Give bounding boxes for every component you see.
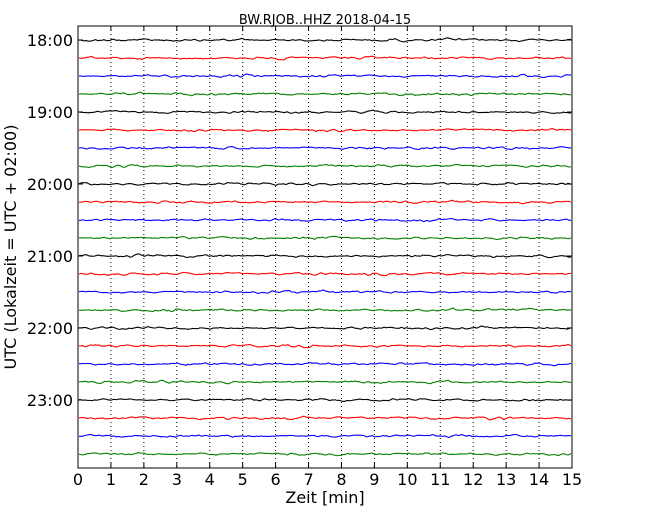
trace-19:45 — [78, 163, 572, 169]
trace-18:45 — [79, 91, 572, 97]
trace-20:15 — [78, 199, 572, 205]
trace-21:30 — [78, 289, 572, 295]
plot-frame — [77, 25, 573, 469]
trace-20:30 — [78, 218, 572, 223]
trace-21:15 — [78, 271, 572, 277]
x-tick-label: 0 — [73, 470, 83, 489]
x-tick-label: 2 — [139, 470, 149, 489]
x-tick-label: 5 — [238, 470, 248, 489]
trace-20:00 — [78, 181, 572, 187]
trace-19:15 — [78, 128, 572, 133]
x-axis-label: Zeit [min] — [285, 488, 364, 507]
trace-20:45 — [78, 235, 572, 241]
x-tick-label: 3 — [172, 470, 182, 489]
trace-21:45 — [78, 307, 572, 313]
chart-title: BW.RJOB..HHZ 2018-04-15 — [239, 13, 411, 28]
trace-21:00 — [78, 253, 572, 259]
trace-23:15 — [78, 415, 572, 421]
x-tick-label: 10 — [397, 470, 417, 489]
trace-23:00 — [78, 398, 572, 402]
y-tick-label: 23:00 — [27, 391, 73, 410]
trace-22:45 — [78, 379, 572, 385]
y-axis-label: UTC (Lokalzeit = UTC + 02:00) — [1, 125, 20, 370]
trace-23:30 — [78, 433, 572, 439]
trace-19:00 — [79, 109, 572, 114]
seismic-traces — [78, 37, 572, 457]
y-tick-label: 18:00 — [27, 31, 73, 50]
trace-23:45 — [78, 452, 572, 457]
x-ticks: 0 1 2 3 4 5 6 7 8 9 10 11 12 13 14 15 — [73, 26, 582, 489]
x-tick-label: 7 — [303, 470, 313, 489]
x-tick-label: 8 — [336, 470, 346, 489]
x-gridlines — [110, 26, 540, 468]
trace-18:30 — [78, 73, 572, 79]
trace-22:15 — [78, 343, 572, 349]
trace-22:30 — [78, 362, 572, 367]
x-tick-label: 15 — [562, 470, 582, 489]
x-tick-label: 6 — [271, 470, 281, 489]
y-tick-label: 20:00 — [27, 175, 73, 194]
y-ticks: 18:00 19:00 20:00 21:00 22:00 23:00 — [27, 31, 572, 410]
x-tick-label: 1 — [106, 470, 116, 489]
x-tick-label: 13 — [496, 470, 516, 489]
trace-22:00 — [78, 325, 572, 331]
x-tick-label: 12 — [463, 470, 483, 489]
y-tick-label: 19:00 — [27, 103, 73, 122]
y-tick-label: 22:00 — [27, 319, 73, 338]
trace-18:00 — [78, 37, 572, 43]
x-tick-label: 9 — [369, 470, 379, 489]
y-tick-label: 21:00 — [27, 247, 73, 266]
x-tick-label: 11 — [430, 470, 450, 489]
trace-18:15 — [78, 55, 572, 61]
x-tick-label: 4 — [205, 470, 215, 489]
x-tick-label: 14 — [529, 470, 549, 489]
trace-19:30 — [78, 146, 572, 151]
